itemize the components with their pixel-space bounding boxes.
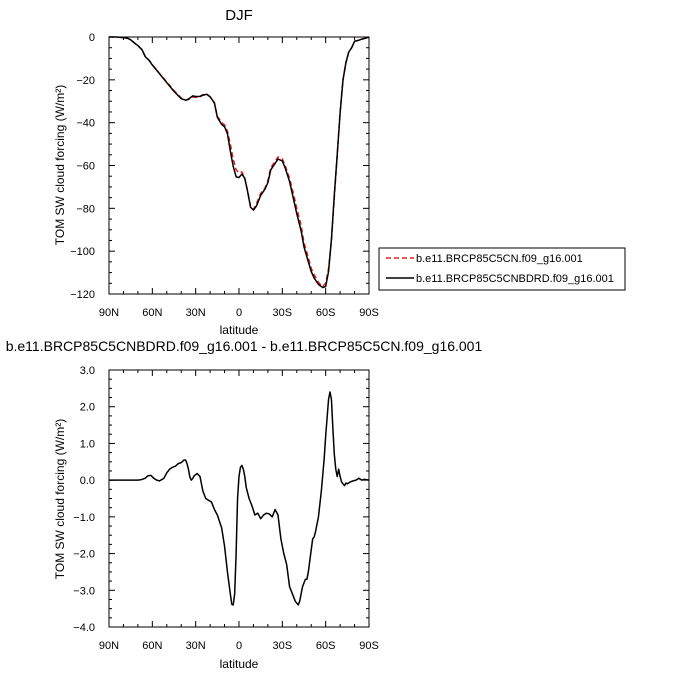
top-x-tick-label: 30S: [273, 307, 293, 319]
legend-label-series-1: b.e11.BRCP85C5CN.f09_g16.001: [416, 253, 583, 265]
top-series-line-2: [109, 36, 370, 289]
bottom-x-tick-label: 30N: [186, 640, 206, 652]
top-x-tick-label: 90S: [359, 307, 379, 319]
bottom-x-tick-label: 60S: [316, 640, 336, 652]
top-y-tick-label: −20: [76, 75, 95, 87]
bottom-x-tick-label: 90S: [359, 640, 379, 652]
bottom-x-tick-label: 60N: [142, 640, 162, 652]
bottom-chart-title: b.e11.BRCP85C5CNBDRD.f09_g16.001 - b.e11…: [6, 338, 483, 354]
top-x-tick-label: 90N: [99, 307, 119, 319]
top-y-tick-label: −40: [76, 118, 95, 130]
top-y-tick-label: −80: [76, 203, 95, 215]
bottom-y-tick-label: −2.0: [73, 549, 95, 561]
bottom-y-tick-label: −3.0: [73, 585, 95, 597]
bottom-series-line-1: [109, 391, 370, 606]
top-x-tick-label: 60N: [142, 307, 162, 319]
top-series-group: [109, 36, 370, 289]
top-y-tick-labels: 0 −20 −40 −60 −80 −100 −120: [70, 32, 95, 301]
bottom-y-tick-label: −1.0: [73, 512, 95, 524]
top-x-axis-label: latitude: [220, 323, 259, 337]
bottom-y-axis-label: TOM SW cloud forcing (W/m²): [53, 419, 67, 579]
bottom-y-tick-label: 0.0: [80, 475, 95, 487]
top-x-tick-label: 30N: [186, 307, 206, 319]
top-x-tick-label: 0: [236, 307, 242, 319]
top-y-tick-label: −120: [70, 289, 95, 301]
bottom-x-tick-label: 30S: [273, 640, 293, 652]
bottom-chart: b.e11.BRCP85C5CNBDRD.f09_g16.001 - b.e11…: [6, 338, 483, 671]
bottom-x-axis-label: latitude: [220, 657, 259, 671]
top-x-tick-labels: 90N 60N 30N 0 30S 60S 90S: [99, 307, 379, 319]
legend: b.e11.BRCP85C5CN.f09_g16.001 b.e11.BRCP8…: [378, 247, 626, 291]
bottom-plot-frame: [108, 369, 370, 628]
bottom-y-tick-label: −4.0: [73, 622, 95, 634]
top-y-tick-label: 0: [89, 32, 95, 44]
legend-frame: [378, 247, 626, 291]
bottom-x-tick-labels: 90N 60N 30N 0 30S 60S 90S: [99, 640, 379, 652]
top-chart: DJF 90N 60N 30N 0 30S 60S 90S 0 −20 −40 −60 −80 −10…: [53, 7, 379, 337]
top-y-tick-label: −100: [70, 246, 95, 258]
bottom-x-tick-label: 0: [236, 640, 242, 652]
top-y-tick-label: −60: [76, 161, 95, 173]
bottom-axis-ticks: [108, 369, 370, 628]
bottom-x-tick-label: 90N: [99, 640, 119, 652]
legend-label-series-2: b.e11.BRCP85C5CNBDRD.f09_g16.001: [416, 273, 614, 285]
top-y-axis-label: TOM SW cloud forcing (W/m²): [53, 85, 67, 245]
bottom-y-tick-labels: 3.0 2.0 1.0 0.0 −1.0 −2.0 −3.0 −4.0: [73, 365, 95, 634]
bottom-y-tick-label: 2.0: [80, 402, 95, 414]
bottom-series-group: [109, 391, 370, 606]
bottom-y-tick-label: 3.0: [80, 365, 95, 377]
bottom-y-tick-label: 1.0: [80, 438, 95, 450]
top-chart-title: DJF: [225, 7, 253, 24]
top-x-tick-label: 60S: [316, 307, 336, 319]
top-plot-frame: [108, 36, 370, 295]
